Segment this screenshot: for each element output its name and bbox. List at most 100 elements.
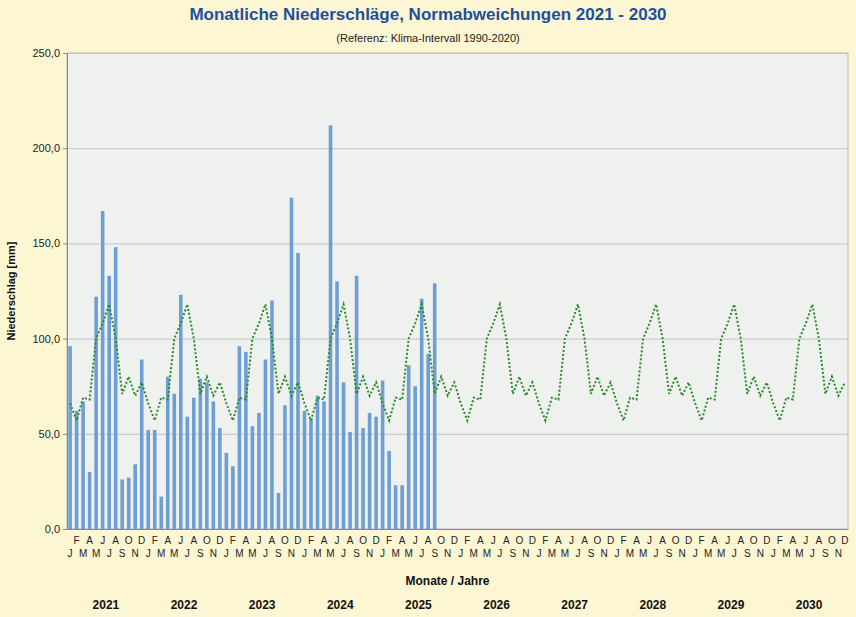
bar: [322, 401, 326, 529]
tick-label: A: [633, 535, 640, 546]
bar: [199, 379, 203, 529]
tick: F: [308, 535, 314, 546]
bar: [179, 295, 183, 529]
tick-label: S: [431, 548, 438, 559]
bar: [283, 405, 287, 529]
tick: A: [503, 535, 510, 546]
tick-label: S: [353, 548, 360, 559]
tick: N: [210, 548, 217, 559]
bar: [146, 430, 150, 529]
tick-label: O: [281, 535, 289, 546]
year-label: 2029: [718, 598, 745, 612]
bar: [238, 346, 242, 529]
bar: [101, 211, 105, 529]
tick-label: M: [235, 548, 243, 559]
tick: J: [575, 548, 580, 559]
tick: D: [763, 535, 770, 546]
tick: D: [607, 535, 614, 546]
tick-label: M: [313, 548, 321, 559]
bar: [329, 125, 333, 529]
tick: S: [275, 548, 282, 559]
bar: [251, 426, 255, 529]
tick: O: [437, 535, 445, 546]
tick: M: [717, 548, 725, 559]
tick-label: O: [203, 535, 211, 546]
tick-label: A: [789, 535, 796, 546]
tick-mark: [63, 529, 67, 530]
tick-label: A: [503, 535, 510, 546]
tick-label: J: [380, 548, 385, 559]
tick-label: A: [816, 535, 823, 546]
tick: M: [157, 548, 165, 559]
bar: [355, 276, 359, 529]
tick-label: O: [594, 535, 602, 546]
title: Monatliche Niederschläge, Normabweichung…: [189, 5, 666, 24]
tick: J: [107, 548, 112, 559]
tick: S: [119, 548, 126, 559]
tick: A: [659, 535, 666, 546]
bar: [114, 247, 118, 529]
tick: F: [74, 535, 80, 546]
grid-line: [67, 148, 848, 149]
tick-label: N: [288, 548, 295, 559]
tick: N: [522, 548, 529, 559]
tick-label: J: [575, 548, 580, 559]
tick-label: M: [704, 548, 712, 559]
tick-label: N: [522, 548, 529, 559]
tick-label: N: [757, 548, 764, 559]
tick: M: [626, 548, 634, 559]
tick-label: D: [294, 535, 301, 546]
tick-label: M: [92, 548, 100, 559]
tick: 0,0: [45, 523, 67, 535]
tick-label: F: [542, 535, 548, 546]
tick-label: N: [366, 548, 373, 559]
tick-label: N: [132, 548, 139, 559]
tick-label: J: [732, 548, 737, 559]
tick: M: [561, 548, 569, 559]
tick-label: M: [404, 548, 412, 559]
tick-label: J: [419, 548, 424, 559]
tick-mark: [63, 339, 67, 340]
tick: S: [666, 548, 673, 559]
grid-line-group: [67, 243, 848, 244]
tick-label: S: [119, 548, 126, 559]
tick-label: S: [744, 548, 751, 559]
tick-label: J: [803, 535, 808, 546]
tick-mark: [63, 434, 67, 435]
bar: [75, 411, 79, 529]
bar: [407, 365, 411, 529]
tick: J: [224, 548, 229, 559]
tick: J: [419, 548, 424, 559]
tick-label: J: [335, 535, 340, 546]
tick: D: [841, 535, 848, 546]
tick-label: D: [685, 535, 692, 546]
tick: S: [431, 548, 438, 559]
tick: A: [711, 535, 718, 546]
tick-label: M: [157, 548, 165, 559]
tick: J: [178, 535, 183, 546]
bar: [387, 451, 391, 529]
tick: M: [79, 548, 87, 559]
chart: Monatliche Niederschläge, Normabweichung…: [0, 0, 856, 617]
tick-mark: [63, 243, 67, 244]
tick: J: [380, 548, 385, 559]
tick: A: [86, 535, 93, 546]
bar: [120, 479, 124, 529]
tick: J: [100, 535, 105, 546]
bar: [153, 430, 157, 529]
year-label: 2021: [93, 598, 120, 612]
tick-label: A: [190, 535, 197, 546]
grid-line-group: [67, 148, 848, 149]
tick: N: [600, 548, 607, 559]
tick-label: D: [607, 535, 614, 546]
x-axis: JFMAMJJASONDJFMAMJJASONDJFMAMJJASONDJFMA…: [68, 530, 849, 560]
tick-label: M: [248, 548, 256, 559]
tick: F: [152, 535, 158, 546]
bar: [277, 493, 281, 529]
y-axis-title: Niederschlag [mm]: [5, 241, 17, 340]
tick-label: M: [326, 548, 334, 559]
tick-label: D: [451, 535, 458, 546]
tick-label: F: [74, 535, 80, 546]
tick: J: [725, 535, 730, 546]
grid-line: [67, 53, 848, 54]
